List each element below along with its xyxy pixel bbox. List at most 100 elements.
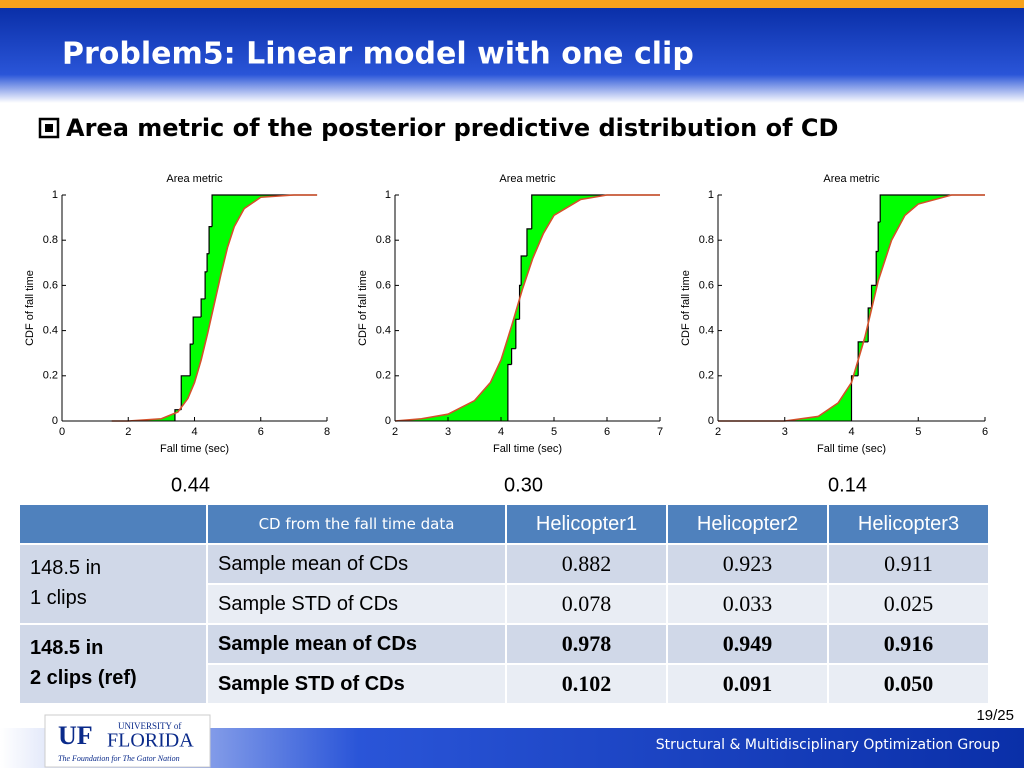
row: 148.5 in 2 clips (ref) Sample mean of CDs… [18, 623, 990, 705]
y-tick-label: 0.8 [699, 234, 714, 246]
step-segment [515, 318, 520, 349]
x-tick-label: 5 [551, 426, 557, 438]
y-tick-label: 0.4 [699, 325, 714, 337]
top-strip [0, 0, 1024, 8]
header-cell: Helicopter3 [827, 503, 990, 545]
results-table: CD from the fall time data Helicopter1 H… [18, 503, 990, 705]
cell: 0.025 [827, 583, 990, 625]
step-segment [877, 221, 881, 252]
cell: 0.078 [505, 583, 668, 625]
header-cell: Helicopter2 [666, 503, 829, 545]
area-value: 0.14 [828, 474, 867, 496]
step-segment [870, 284, 877, 308]
cell: 0.050 [827, 663, 990, 705]
group-line: 148.5 in [30, 557, 102, 579]
y-tick-label: 1 [385, 189, 391, 201]
y-tick-label: 0.6 [699, 279, 714, 291]
cell: 0.978 [505, 623, 668, 665]
x-tick-label: 2 [125, 426, 131, 438]
x-tick-label: 6 [258, 426, 264, 438]
y-tick-label: 0.8 [376, 234, 391, 246]
header-blank [18, 503, 208, 545]
bullet-icon [38, 117, 60, 139]
row-label: Sample STD of CDs [206, 583, 507, 625]
chart-title: Area metric [499, 173, 556, 185]
y-tick-label: 0.2 [376, 370, 391, 382]
cdf-line [718, 194, 985, 422]
row-label: Sample mean of CDs [206, 623, 507, 665]
slide-title: Problem5: Linear model with one clip [62, 37, 694, 72]
x-axis-label: Fall time (sec) [160, 443, 229, 455]
logo-tagline: The Foundation for The Gator Nation [58, 754, 180, 763]
cell: 0.923 [666, 543, 829, 585]
step-segment [526, 228, 532, 257]
step-segment [511, 348, 516, 365]
cell: 0.091 [666, 663, 829, 705]
group-line: 2 clips (ref) [30, 667, 137, 689]
x-axis-label: Fall time (sec) [817, 443, 886, 455]
y-axis-label: CDF of fall time [24, 270, 36, 346]
step-segment [850, 375, 859, 421]
y-tick-label: 0 [385, 415, 391, 427]
step-segment [857, 341, 869, 376]
y-tick-label: 0.6 [376, 279, 391, 291]
cdf-line [111, 194, 318, 422]
step-segment [520, 255, 527, 286]
page-number: 19/25 [976, 707, 1014, 724]
step-segment [180, 375, 191, 410]
x-tick-label: 8 [324, 426, 330, 438]
step-segment [208, 226, 213, 254]
cell: 0.033 [666, 583, 829, 625]
y-tick-label: 0 [708, 415, 714, 427]
y-axis-label: CDF of fall time [680, 270, 692, 346]
y-tick-label: 0 [52, 415, 58, 427]
footer-group: Structural & Multidisciplinary Optimizat… [656, 737, 1000, 753]
chart-title: Area metric [823, 173, 880, 185]
y-tick-label: 0.4 [376, 325, 391, 337]
cell: 0.882 [505, 543, 668, 585]
row: Sample STD of CDs 0.078 0.033 0.025 [19, 583, 990, 625]
logo-mark: UF [58, 721, 93, 750]
y-tick-label: 0.6 [43, 279, 58, 291]
y-axis-label: CDF of fall time [357, 270, 369, 346]
group-label: 148.5 in 2 clips (ref) [18, 623, 208, 705]
logo-name: FLORIDA [107, 730, 194, 752]
step-segment [189, 343, 194, 376]
x-tick-label: 7 [657, 426, 663, 438]
step-segment [211, 194, 318, 227]
step-segment [204, 271, 208, 299]
y-tick-label: 0.4 [43, 325, 58, 337]
row-label: Sample STD of CDs [206, 663, 507, 705]
logo-box [44, 714, 211, 768]
group-label: 148.5 in 1 clips [18, 543, 208, 625]
header-cell: Helicopter1 [505, 503, 668, 545]
logo-top: UNIVERSITY of [118, 721, 181, 731]
row: Sample STD of CDs 0.102 0.091 0.050 [19, 663, 990, 705]
cell: 0.102 [505, 663, 668, 705]
cell: 0.911 [827, 543, 990, 585]
header-row: CD from the fall time data Helicopter1 H… [18, 503, 990, 545]
cell: 0.916 [827, 623, 990, 665]
y-tick-label: 0.8 [43, 234, 58, 246]
cdf-line [394, 194, 660, 422]
x-tick-label: 5 [915, 426, 921, 438]
step-segment [192, 316, 202, 345]
area-value: 0.30 [504, 474, 543, 496]
x-tick-label: 2 [715, 426, 721, 438]
area-value: 0.44 [171, 474, 210, 496]
y-tick-label: 0.2 [43, 370, 58, 382]
bullet-text: Area metric of the posterior predictive … [66, 114, 838, 142]
x-tick-label: 4 [498, 426, 504, 438]
y-tick-label: 1 [708, 189, 714, 201]
bullet-icon-core [45, 124, 53, 132]
y-tick-label: 0.2 [699, 370, 714, 382]
row-label: Sample mean of CDs [206, 543, 507, 585]
header-band [0, 8, 1024, 103]
group-line: 1 clips [30, 587, 87, 609]
area-fill [111, 195, 318, 421]
x-tick-label: 3 [782, 426, 788, 438]
x-tick-label: 4 [191, 426, 197, 438]
